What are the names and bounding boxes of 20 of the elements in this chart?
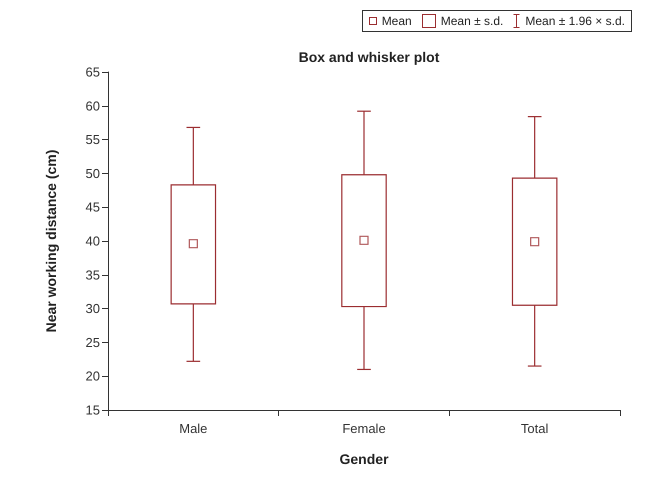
y-axis-title: Near working distance (cm) xyxy=(43,150,59,332)
y-tick-label: 45 xyxy=(86,200,100,215)
x-tick-label: Male xyxy=(179,421,208,436)
y-tick-label: 25 xyxy=(86,334,100,350)
y-tick-label: 35 xyxy=(86,267,100,282)
text: Mean ± 1.96 × s.d. xyxy=(524,14,625,28)
y-tick-label: 60 xyxy=(86,98,100,114)
y-tick-label: 55 xyxy=(86,132,100,148)
y-tick-label: 50 xyxy=(86,166,100,181)
text: Mean xyxy=(380,14,412,28)
y-tick-label: 20 xyxy=(86,368,100,384)
y-tick-label: 30 xyxy=(86,301,100,316)
y-tick-label: 15 xyxy=(86,402,100,418)
x-tick-label: Female xyxy=(342,421,386,436)
x-tick-label: Total xyxy=(520,421,549,436)
y-tick-label: 65 xyxy=(86,64,100,80)
text: Mean ± s.d. xyxy=(440,14,504,28)
x-axis-title: Gender xyxy=(339,451,390,467)
chart-title: Box and whisker plot xyxy=(298,49,440,65)
y-tick-label: 40 xyxy=(86,234,100,248)
